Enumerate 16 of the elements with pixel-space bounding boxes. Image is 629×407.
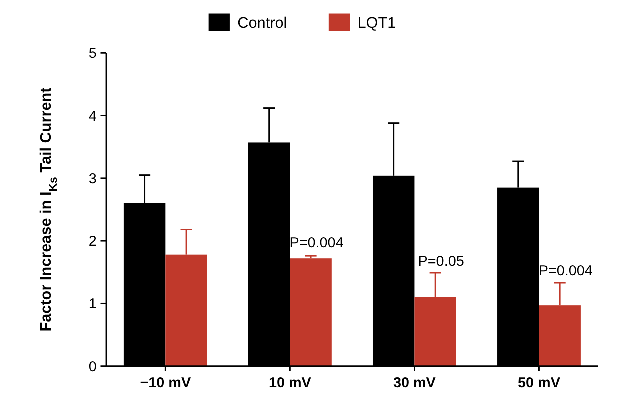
annotation: P=0.004 <box>290 235 344 252</box>
y-tick-label: 2 <box>88 234 97 250</box>
y-tick-label: 1 <box>88 296 97 313</box>
x-tick-label: 10 mV <box>268 375 312 392</box>
y-tick-label: 0 <box>88 359 97 376</box>
x-tick-label: 50 mV <box>518 375 561 392</box>
x-tick-label: −10 mV <box>140 375 192 392</box>
y-tick-label: 4 <box>88 108 97 125</box>
y-tick-label: 5 <box>88 46 97 62</box>
legend-label: LQT1 <box>358 14 396 32</box>
annotation: P=0.05 <box>418 254 464 270</box>
annotation: P=0.004 <box>538 264 593 280</box>
y-tick-label: 3 <box>88 171 97 188</box>
legend-label: Control <box>238 14 288 32</box>
x-tick-label: 30 mV <box>393 375 436 392</box>
bar <box>290 258 332 366</box>
